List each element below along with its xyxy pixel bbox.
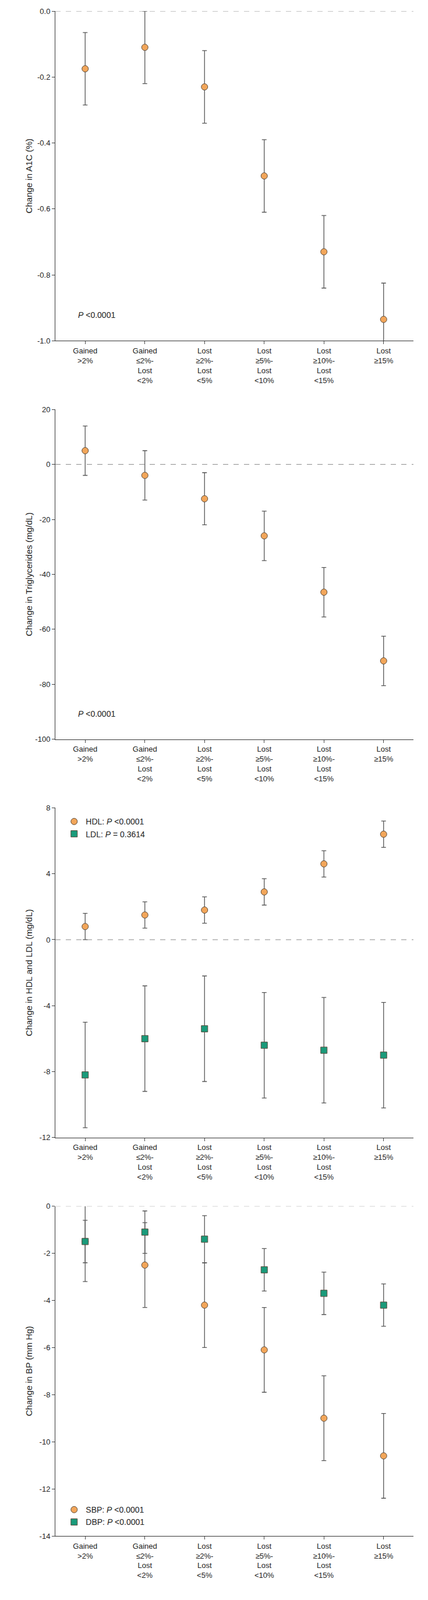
svg-text:P <0.0001: P <0.0001 bbox=[78, 310, 116, 320]
svg-text:-60: -60 bbox=[39, 624, 51, 634]
svg-text:Lost≥2%-Lost<5%: Lost≥2%-Lost<5% bbox=[195, 346, 214, 385]
svg-text:Lost≥2%-Lost<5%: Lost≥2%-Lost<5% bbox=[195, 1541, 214, 1581]
svg-text:-40: -40 bbox=[39, 570, 51, 579]
svg-text:-8: -8 bbox=[43, 1067, 51, 1077]
svg-text:Gained≤2%-Lost<2%: Gained≤2%-Lost<2% bbox=[132, 346, 158, 385]
svg-text:Lost≥2%-Lost<5%: Lost≥2%-Lost<5% bbox=[195, 1143, 214, 1182]
svg-text:Lost≥5%-Lost<10%: Lost≥5%-Lost<10% bbox=[254, 1541, 275, 1581]
svg-text:Gained≤2%-Lost<2%: Gained≤2%-Lost<2% bbox=[132, 1143, 158, 1182]
svg-text:-80: -80 bbox=[39, 680, 51, 689]
svg-text:Gained>2%: Gained>2% bbox=[72, 346, 98, 366]
svg-text:Gained≤2%-Lost<2%: Gained≤2%-Lost<2% bbox=[132, 744, 158, 784]
svg-text:Gained>2%: Gained>2% bbox=[72, 1143, 98, 1162]
svg-text:HDL: P <0.0001: HDL: P <0.0001 bbox=[85, 816, 144, 827]
svg-text:Lost≥10%-Lost<15%: Lost≥10%-Lost<15% bbox=[313, 346, 335, 385]
svg-text:DBP: P <0.0001: DBP: P <0.0001 bbox=[85, 1517, 145, 1527]
svg-text:P <0.0001: P <0.0001 bbox=[78, 709, 116, 719]
svg-text:Gained>2%: Gained>2% bbox=[72, 1541, 98, 1561]
svg-text:Lost≥2%-Lost<5%: Lost≥2%-Lost<5% bbox=[195, 744, 214, 784]
svg-text:-14: -14 bbox=[39, 1532, 51, 1541]
svg-text:-2: -2 bbox=[43, 1249, 51, 1258]
svg-text:Lost≥15%: Lost≥15% bbox=[373, 346, 394, 366]
svg-text:Lost≥5%-Lost<10%: Lost≥5%-Lost<10% bbox=[254, 744, 275, 784]
svg-text:-8: -8 bbox=[43, 1390, 51, 1400]
svg-text:4: 4 bbox=[46, 869, 51, 879]
svg-text:20: 20 bbox=[41, 405, 51, 415]
svg-text:Lost≥15%: Lost≥15% bbox=[373, 1541, 394, 1561]
svg-text:-0.4: -0.4 bbox=[37, 138, 51, 148]
svg-text:-20: -20 bbox=[39, 515, 51, 525]
svg-text:-0.8: -0.8 bbox=[37, 270, 51, 280]
svg-text:-6: -6 bbox=[43, 1343, 51, 1353]
svg-text:Change in Triglycerides (mg/dL: Change in Triglycerides (mg/dL) bbox=[23, 512, 34, 637]
svg-text:LDL: P = 0.3614: LDL: P = 0.3614 bbox=[85, 829, 145, 840]
svg-text:-12: -12 bbox=[39, 1133, 51, 1142]
svg-text:-4: -4 bbox=[43, 1001, 51, 1011]
svg-text:Gained≤2%-Lost<2%: Gained≤2%-Lost<2% bbox=[132, 1541, 158, 1581]
svg-text:8: 8 bbox=[46, 803, 51, 813]
svg-text:Lost≥10%-Lost<15%: Lost≥10%-Lost<15% bbox=[313, 744, 335, 784]
svg-text:-0.2: -0.2 bbox=[37, 72, 51, 82]
svg-text:SBP: P <0.0001: SBP: P <0.0001 bbox=[85, 1505, 144, 1515]
svg-text:-10: -10 bbox=[39, 1437, 51, 1447]
svg-text:-0.6: -0.6 bbox=[37, 204, 51, 214]
svg-text:Lost≥15%: Lost≥15% bbox=[373, 1143, 394, 1162]
svg-text:Lost≥10%-Lost<15%: Lost≥10%-Lost<15% bbox=[313, 1541, 335, 1581]
svg-text:Lost≥5%-Lost<10%: Lost≥5%-Lost<10% bbox=[254, 346, 275, 385]
svg-text:-1.0: -1.0 bbox=[37, 336, 51, 346]
svg-text:0: 0 bbox=[46, 1201, 51, 1211]
svg-text:0: 0 bbox=[46, 460, 51, 469]
svg-text:Change in HDL and LDL (mg/dL): Change in HDL and LDL (mg/dL) bbox=[23, 909, 34, 1037]
svg-text:0: 0 bbox=[46, 935, 51, 945]
svg-text:Lost≥15%: Lost≥15% bbox=[373, 744, 394, 764]
svg-text:Lost≥5%-Lost<10%: Lost≥5%-Lost<10% bbox=[254, 1143, 275, 1182]
svg-text:Change in A1C (%): Change in A1C (%) bbox=[23, 138, 34, 214]
svg-text:Change in BP (mm Hg): Change in BP (mm Hg) bbox=[23, 1325, 34, 1417]
svg-text:0.0: 0.0 bbox=[39, 6, 51, 16]
svg-text:-12: -12 bbox=[39, 1484, 51, 1494]
svg-text:Gained>2%: Gained>2% bbox=[72, 744, 98, 764]
svg-text:-100: -100 bbox=[34, 734, 51, 744]
svg-text:-4: -4 bbox=[43, 1296, 51, 1305]
svg-text:Lost≥10%-Lost<15%: Lost≥10%-Lost<15% bbox=[313, 1143, 335, 1182]
